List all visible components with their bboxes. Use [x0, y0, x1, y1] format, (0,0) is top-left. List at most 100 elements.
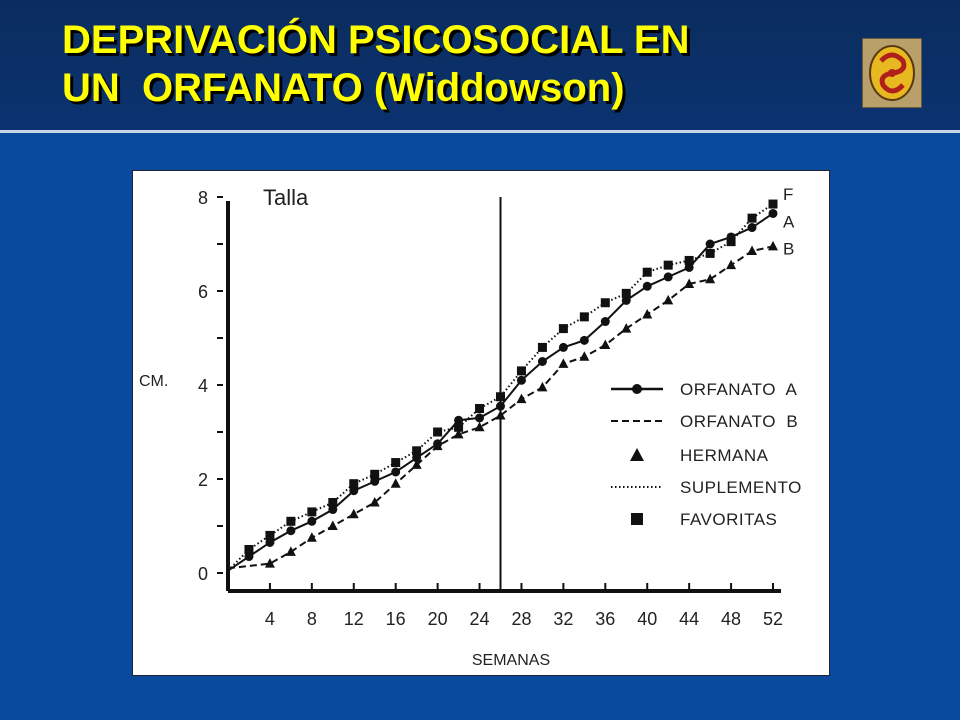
y-tick-label: 4: [198, 376, 208, 396]
data-point-square: [558, 324, 568, 334]
data-point-circle: [558, 342, 568, 352]
series-end-label: A: [783, 212, 795, 231]
data-point-circle: [412, 453, 422, 463]
data-point-square: [307, 507, 317, 517]
data-point-circle: [370, 476, 380, 486]
legend-label: FAVORITAS: [680, 510, 777, 529]
data-point-circle: [537, 357, 547, 366]
legend-label: SUPLEMENTO: [680, 478, 802, 497]
legend-entry: FAVORITAS: [631, 510, 777, 529]
data-point-circle: [328, 505, 338, 515]
data-point-triangle: [621, 323, 632, 333]
data-point-square: [433, 427, 443, 437]
data-point-circle: [475, 413, 485, 423]
slide-header: [0, 0, 960, 130]
data-point-triangle: [516, 393, 527, 404]
data-point-square: [370, 469, 380, 479]
header-divider: [0, 130, 960, 133]
chart-title: Talla: [263, 185, 309, 210]
data-point-triangle: [684, 278, 695, 288]
data-point-triangle: [495, 410, 506, 420]
data-point-square: [475, 404, 485, 413]
data-point-square: [516, 366, 526, 376]
x-axis-label: SEMANAS: [472, 652, 550, 669]
data-point-square: [454, 422, 464, 432]
x-tick-label: 44: [679, 609, 699, 629]
x-tick-label: 36: [595, 609, 615, 629]
data-point-triangle: [453, 428, 464, 439]
data-point-circle: [579, 335, 589, 345]
data-point-square: [579, 312, 589, 322]
x-tick-label: 20: [428, 609, 448, 629]
data-point-circle: [600, 317, 610, 327]
data-series: AB F: [227, 185, 795, 572]
data-point-circle: [747, 223, 757, 233]
data-point-triangle: [327, 520, 338, 530]
x-tick-label: 16: [386, 609, 406, 629]
data-point-square: [286, 516, 296, 526]
data-point-square: [747, 213, 757, 223]
y-tick-label: 2: [198, 470, 208, 490]
data-point-triangle: [369, 497, 380, 507]
data-point-square: [328, 498, 338, 507]
data-point-square: [412, 446, 422, 456]
data-point-square: [663, 260, 673, 270]
legend-marker-circle: [632, 384, 642, 394]
legend-label: ORFANATO A: [680, 380, 797, 399]
data-point-circle: [705, 239, 715, 249]
x-tick-label: 40: [637, 609, 657, 629]
x-tick-label: 8: [307, 609, 317, 629]
data-point-circle: [768, 208, 778, 218]
data-point-circle: [454, 415, 464, 425]
data-point-triangle: [537, 381, 548, 392]
data-point-circle: [642, 281, 652, 291]
data-point-circle: [516, 375, 526, 385]
data-point-square: [768, 199, 778, 209]
data-point-triangle: [663, 294, 674, 305]
data-point-square: [705, 248, 715, 258]
data-point-triangle: [747, 245, 758, 256]
data-point-triangle: [558, 358, 569, 368]
data-point-square: [265, 530, 275, 540]
data-point-triangle: [285, 546, 296, 556]
data-point-circle: [307, 516, 317, 526]
data-point-square: [684, 255, 694, 265]
data-point-circle: [349, 486, 359, 496]
title-line-2: UN ORFANATO (Widdowson): [62, 66, 625, 110]
series-B: B: [227, 239, 794, 570]
data-point-triangle: [432, 440, 443, 451]
data-point-circle: [663, 272, 673, 282]
legend-entry: ORFANATO B: [611, 412, 798, 431]
chart-panel: Talla CM. SEMANAS 4 8 12 16 20 24 28 32 36 40 44 48…: [132, 170, 830, 676]
data-point-triangle: [705, 273, 716, 284]
x-tick-label: 28: [511, 609, 531, 629]
data-point-triangle: [726, 259, 737, 270]
data-point-triangle: [390, 478, 401, 488]
data-point-square: [349, 479, 359, 489]
institution-logo-icon: [862, 38, 922, 108]
data-point-triangle: [474, 421, 485, 432]
data-point-square: [642, 267, 652, 277]
slide-title: DEPRIVACIÓN PSICOSOCIAL EN UN ORFANATO (…: [62, 16, 690, 112]
data-point-circle: [684, 263, 694, 272]
data-point-triangle: [579, 351, 590, 361]
data-point-square: [537, 342, 547, 352]
data-point-square: [244, 545, 254, 554]
data-point-square: [726, 237, 736, 247]
chart-legend: ORFANATO A ORFANATO B HERMANA SUPLEMENTO FAV…: [611, 380, 802, 529]
data-point-circle: [286, 526, 296, 536]
data-point-triangle: [264, 558, 275, 568]
y-tick-label: 8: [198, 188, 208, 208]
data-point-circle: [265, 537, 275, 547]
series-end-label: B: [783, 239, 794, 258]
data-point-square: [621, 288, 631, 298]
data-point-circle: [244, 552, 254, 562]
data-point-triangle: [768, 240, 778, 251]
data-point-square: [391, 458, 401, 468]
data-point-triangle: [348, 508, 359, 519]
data-point-triangle: [600, 339, 611, 350]
x-tick-label: 12: [344, 609, 364, 629]
data-point-triangle: [306, 532, 317, 542]
y-tick-label: 0: [198, 564, 208, 584]
